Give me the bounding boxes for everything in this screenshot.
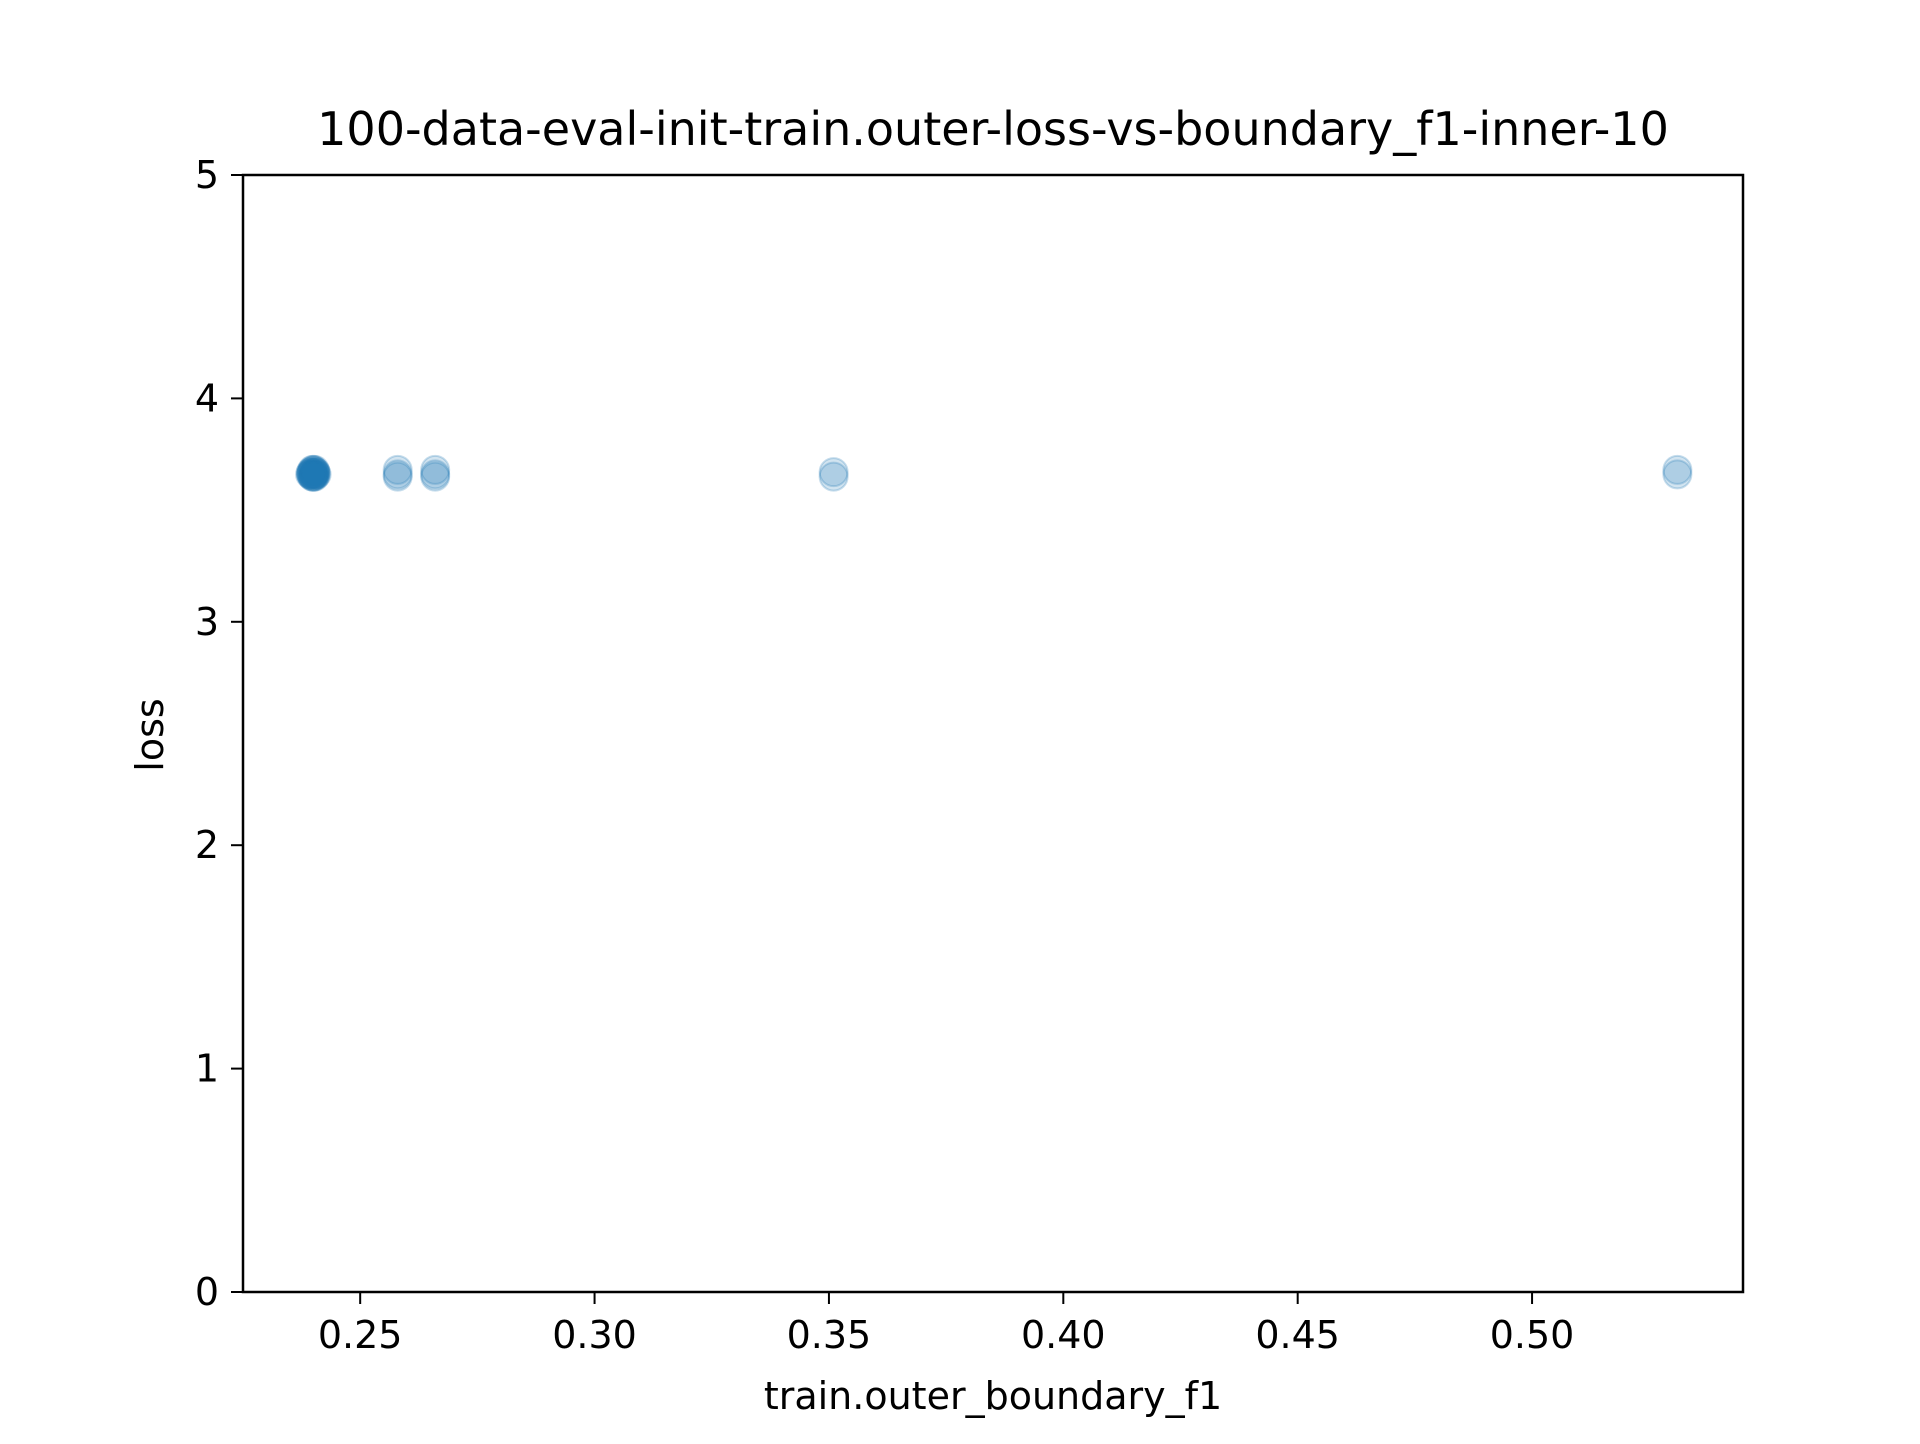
data-point xyxy=(295,459,326,490)
data-point xyxy=(296,457,327,488)
data-points xyxy=(295,454,1693,492)
x-tick-label: 0.40 xyxy=(1021,1313,1106,1357)
plot-area-frame xyxy=(241,173,1745,1294)
y-tick-label: 3 xyxy=(195,600,219,644)
data-point xyxy=(299,461,330,492)
x-axis-label: train.outer_boundary_f1 xyxy=(764,1374,1222,1418)
data-point xyxy=(1662,459,1693,490)
data-point xyxy=(296,459,327,490)
data-point xyxy=(382,454,413,485)
y-axis-label: loss xyxy=(128,698,172,771)
y-tick-label: 2 xyxy=(195,823,219,867)
data-point xyxy=(297,461,328,492)
data-point xyxy=(298,459,329,490)
data-point xyxy=(297,454,328,485)
data-point xyxy=(299,459,330,490)
data-point xyxy=(420,454,451,485)
data-point xyxy=(300,457,331,488)
data-point xyxy=(420,461,451,492)
data-point xyxy=(298,459,329,490)
data-point xyxy=(298,454,329,485)
data-point xyxy=(295,459,326,490)
data-point xyxy=(298,461,329,492)
data-point xyxy=(298,457,329,488)
x-tick-label: 0.30 xyxy=(552,1313,637,1357)
chart-title: 100-data-eval-init-train.outer-loss-vs-b… xyxy=(317,102,1669,156)
data-point xyxy=(420,459,451,490)
x-tick-label: 0.50 xyxy=(1490,1313,1575,1357)
data-point xyxy=(300,457,331,488)
data-point xyxy=(818,461,849,492)
x-tick-label: 0.25 xyxy=(318,1313,403,1357)
y-tick-label: 1 xyxy=(195,1047,219,1091)
x-tick-label: 0.45 xyxy=(1255,1313,1340,1357)
y-tick-label: 0 xyxy=(195,1270,219,1314)
y-tick-label: 5 xyxy=(195,153,219,197)
y-tick-label: 4 xyxy=(195,376,219,420)
data-point xyxy=(297,461,328,492)
data-point xyxy=(295,457,326,488)
data-point xyxy=(382,459,413,490)
data-point xyxy=(818,457,849,488)
data-point xyxy=(301,459,332,490)
y-axis-ticks: 0 1 2 3 4 5 xyxy=(195,153,243,1314)
x-axis-ticks: 0.25 0.30 0.35 0.40 0.45 0.50 xyxy=(318,1292,1574,1357)
data-point xyxy=(300,459,331,490)
x-tick-label: 0.35 xyxy=(787,1313,872,1357)
data-point xyxy=(299,454,330,485)
data-point xyxy=(1662,454,1693,485)
data-point xyxy=(382,461,413,492)
